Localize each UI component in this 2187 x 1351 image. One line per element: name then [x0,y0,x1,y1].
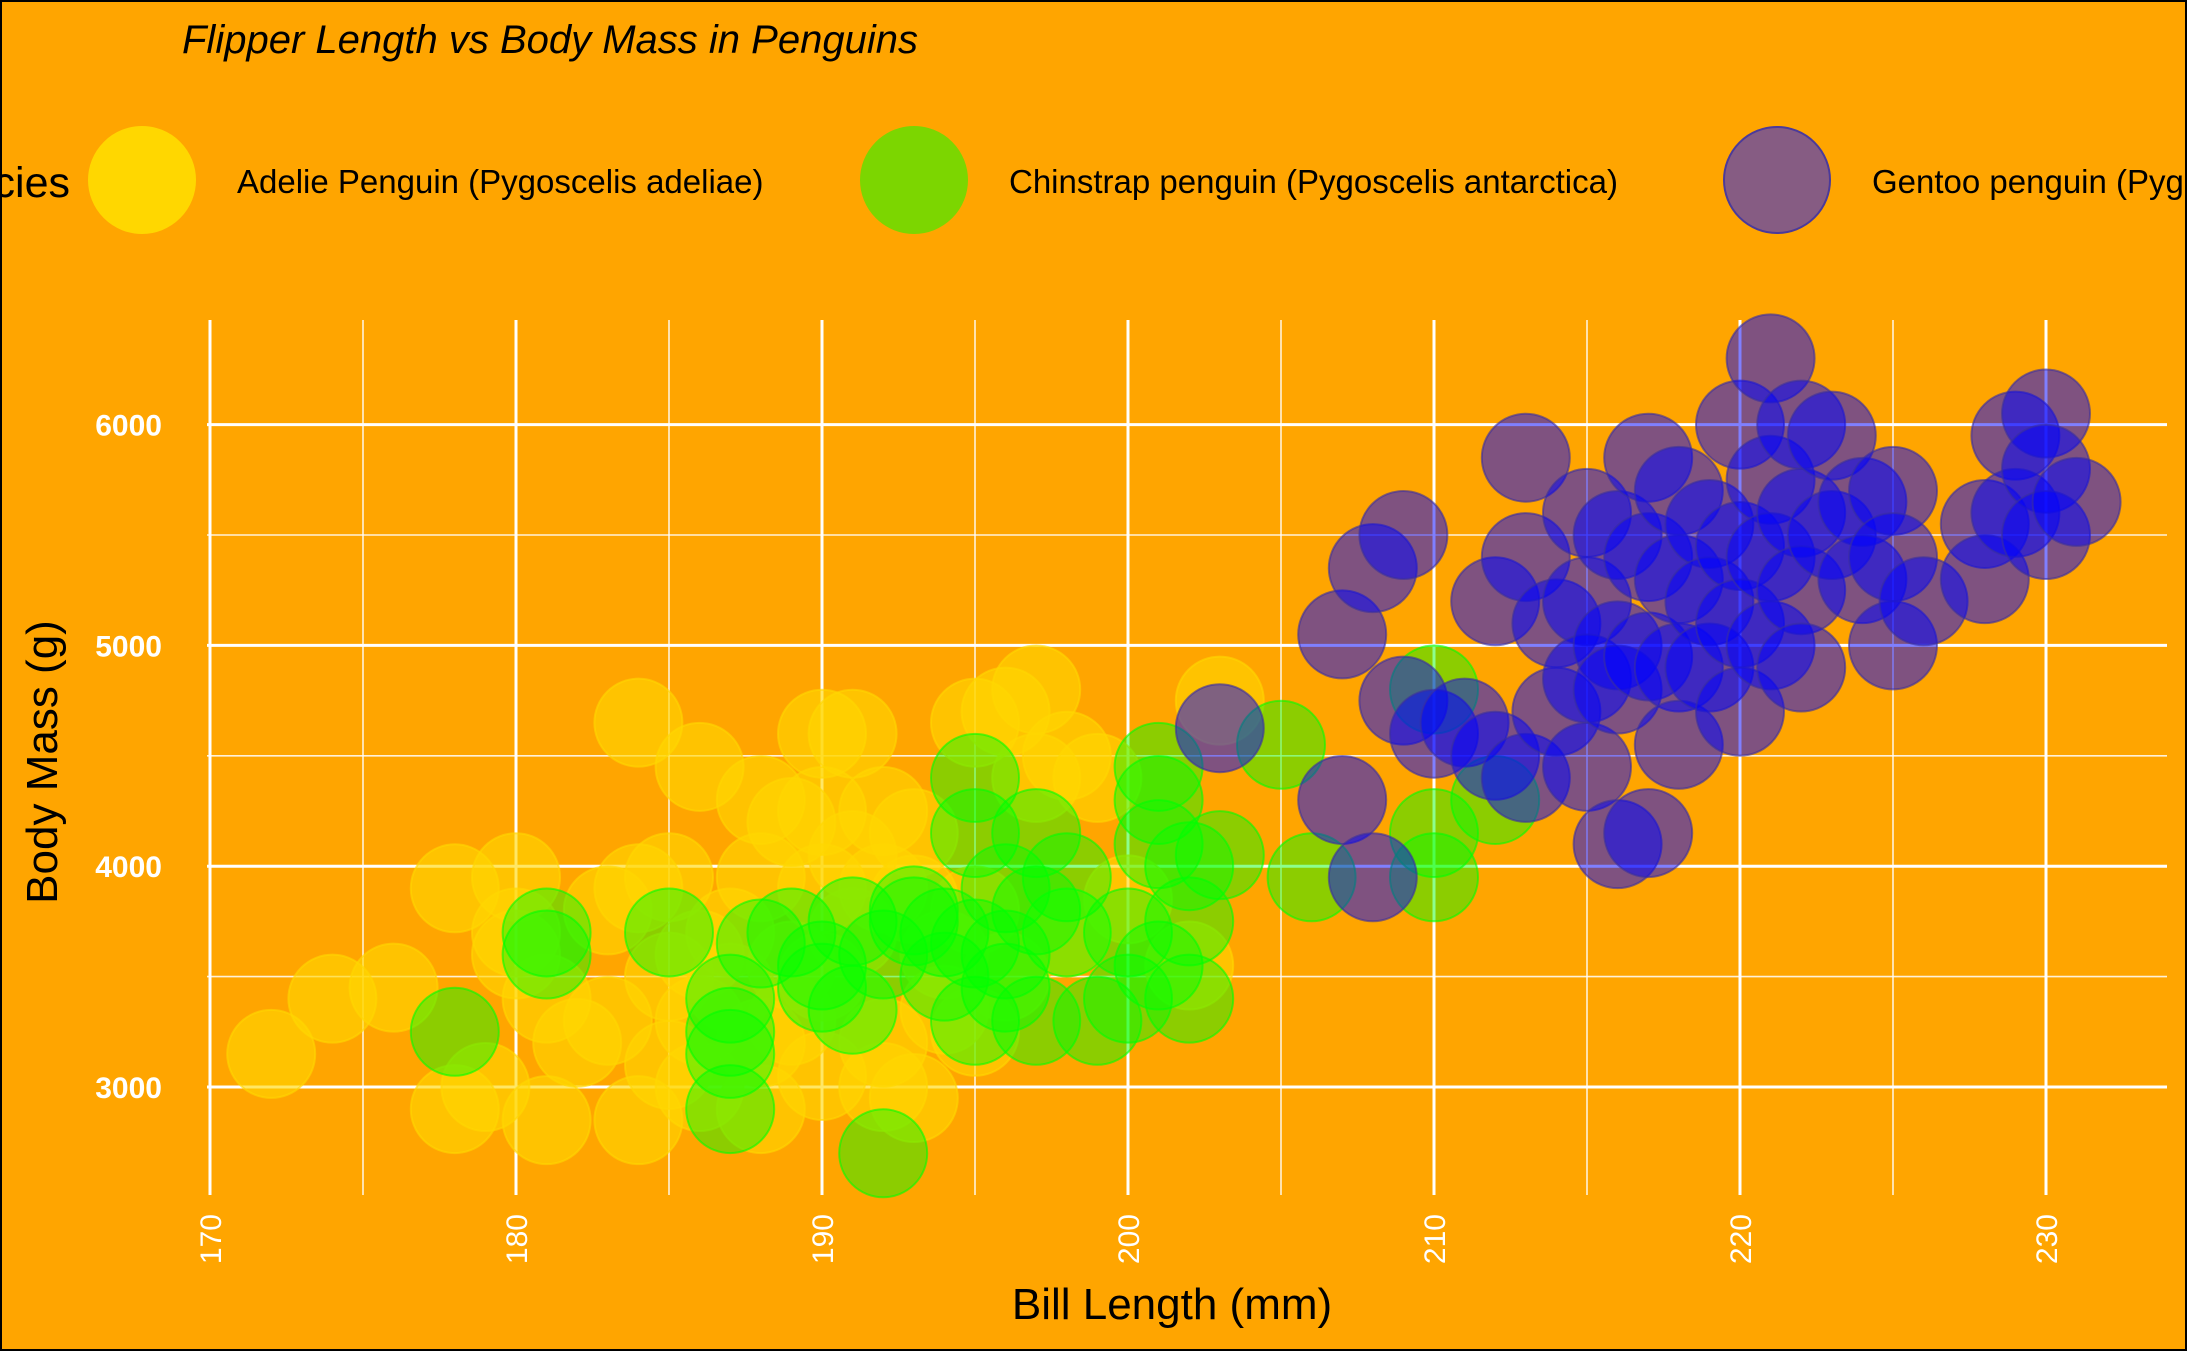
series-gentoo [1174,313,2122,923]
y-tick-label: 4000 [95,851,162,884]
data-point-chinstrap [685,986,776,1077]
y-tick-label: 6000 [95,410,162,443]
data-points [226,313,2122,1199]
data-point-adelie [624,832,714,923]
data-point-chinstrap [685,1064,776,1155]
data-point-chinstrap [1113,920,1204,1011]
y-tick-label: 3000 [95,1072,162,1105]
y-tick-label: 5000 [95,630,162,663]
x-tick-label: 190 [807,1214,840,1264]
legend-key-gentoo [1723,126,1831,234]
data-point-chinstrap [838,909,929,1000]
data-point-gentoo [1327,832,1418,923]
data-point-chinstrap [1174,810,1265,901]
series-chinstrap [409,644,1541,1199]
axis-ticks: 3000 4000 5000 6000 170 180 190 200 210 220 230 [95,410,2064,1264]
x-tick-label: 230 [2031,1214,2064,1264]
x-tick-label: 170 [195,1214,228,1264]
data-point-chinstrap [501,887,592,978]
data-point-chinstrap [991,788,1082,879]
data-point-chinstrap [746,887,837,978]
data-point-chinstrap [1144,876,1235,967]
legend-label-gentoo: Gentoo penguin (Pygoscelis papua) [1872,163,2185,200]
data-point-chinstrap [1083,887,1173,978]
data-point-chinstrap [899,931,990,1022]
data-point-chinstrap [960,942,1051,1033]
data-point-adelie [868,1053,959,1144]
data-point-gentoo [1174,683,1265,774]
legend: Species Adelie Penguin (Pygoscelis adeli… [2,126,2185,234]
data-point-adelie [1083,854,1173,945]
data-point-adelie [501,1075,592,1166]
data-point-adelie [226,1008,317,1099]
legend-key-chinstrap [860,126,968,234]
y-axis-label: Body Mass (g) [18,620,67,904]
data-point-chinstrap [1144,953,1235,1044]
x-tick-label: 210 [1419,1214,1452,1264]
data-point-adelie [593,677,684,768]
data-point-chinstrap [624,887,714,978]
data-point-chinstrap [501,909,592,1000]
series-adelie [226,644,1265,1166]
x-tick-label: 200 [1113,1214,1146,1264]
legend-label-chinstrap: Chinstrap penguin (Pygoscelis antarctica… [1009,163,1618,200]
data-point-gentoo [1480,412,1571,503]
data-point-chinstrap [409,986,500,1077]
x-tick-label: 180 [501,1214,534,1264]
data-point-gentoo [1297,754,1388,845]
legend-title: Species [2,159,70,207]
data-point-adelie [348,942,439,1033]
data-point-gentoo [1542,721,1632,812]
legend-key-adelie [88,126,196,234]
data-point-adelie [1052,732,1143,823]
data-point-chinstrap [930,732,1020,823]
data-point-chinstrap [960,909,1051,1000]
x-axis-label: Bill Length (mm) [1012,1280,1332,1329]
data-point-adelie [807,688,898,779]
data-point-gentoo [1358,490,1449,580]
legend-label-adelie: Adelie Penguin (Pygoscelis adeliae) [237,163,764,200]
data-point-chinstrap [838,1108,929,1199]
data-point-chinstrap [685,953,776,1044]
data-point-adelie [562,975,653,1066]
x-tick-label: 220 [1725,1214,1758,1264]
data-point-chinstrap [807,964,898,1055]
data-point-chinstrap [685,1008,776,1099]
data-point-gentoo [2031,456,2122,547]
data-point-chinstrap [777,920,867,1011]
data-point-gentoo [1603,788,1694,879]
data-point-chinstrap [1021,832,1112,923]
data-point-gentoo [1756,622,1847,713]
chart-title: Flipper Length vs Body Mass in Penguins [182,18,918,62]
